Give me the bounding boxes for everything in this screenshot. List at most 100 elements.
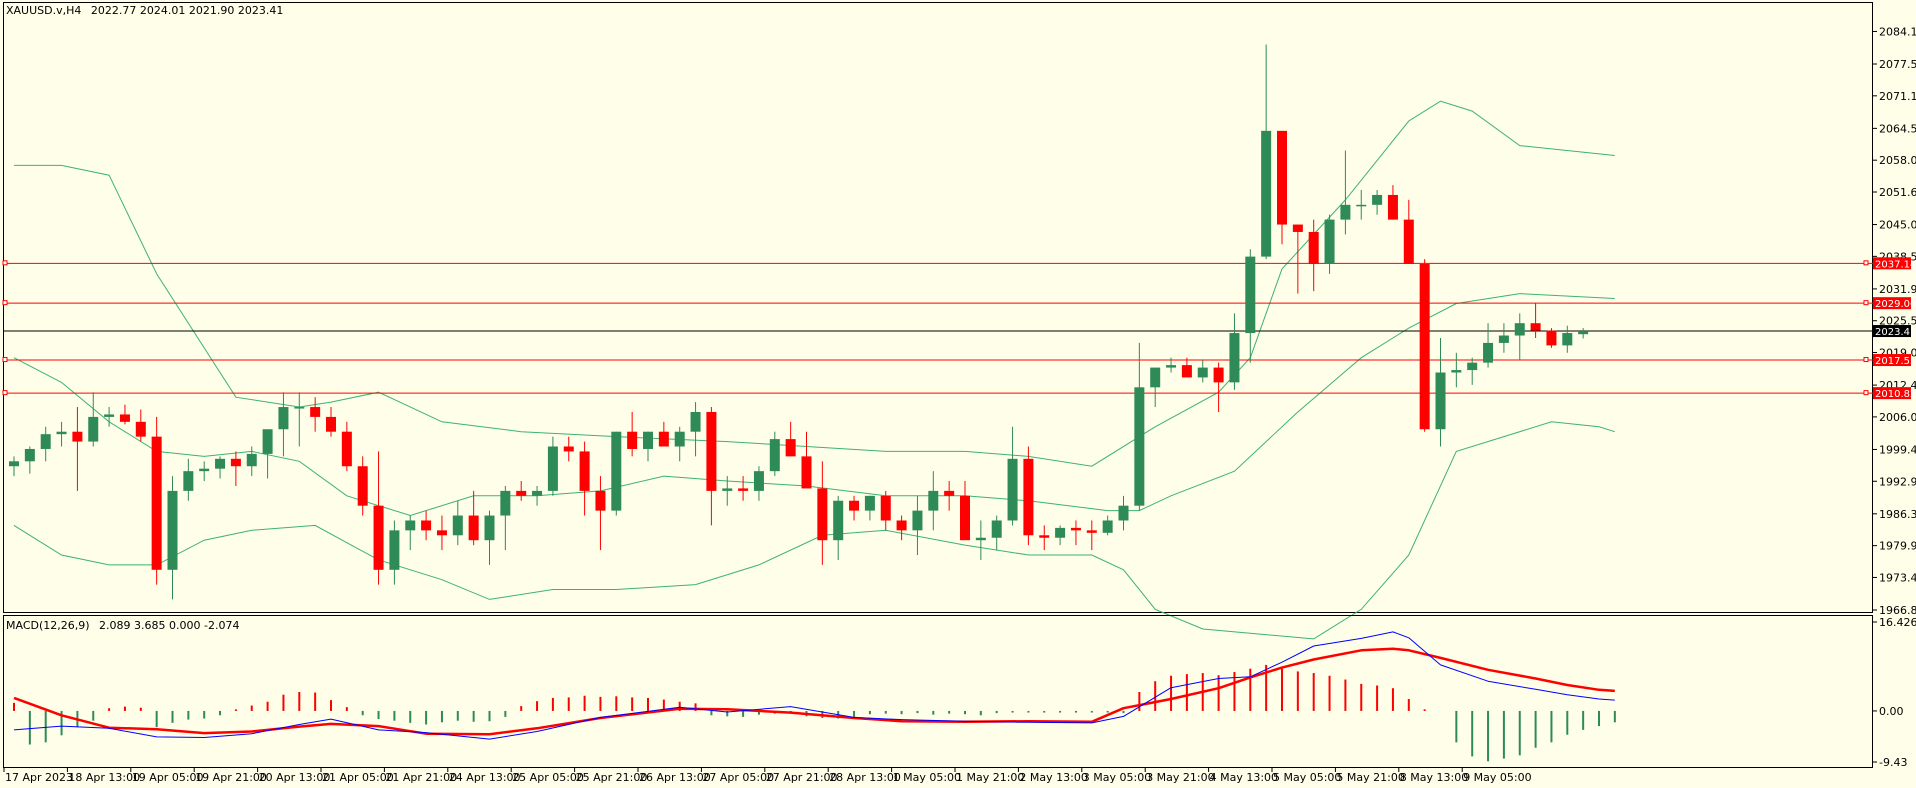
level-price-tag — [1873, 387, 1911, 400]
bear-candle — [468, 515, 479, 541]
bull-candle — [167, 490, 178, 570]
horizontal-levels[interactable] — [2, 260, 1873, 396]
macd-tick-label: -9.43 — [1879, 756, 1907, 769]
bear-candle — [738, 488, 749, 491]
price-axis[interactable]: 2084.15 2077.55 2071.10 2064.50 2058.05 2051.… — [1873, 25, 1916, 617]
bull-candle — [611, 431, 622, 511]
price-tag-label: 2037.14 — [1875, 259, 1916, 270]
time-tick-label: 2 May 13:00 — [1019, 771, 1087, 784]
bull-candle — [1261, 130, 1272, 257]
bear-candle — [310, 407, 321, 417]
price-tick-label: 1986.35 — [1879, 508, 1916, 521]
time-tick-label: 21 Apr 05:00 — [322, 771, 394, 784]
candles — [9, 44, 1589, 600]
ohlc-values: 2022.77 2024.01 2021.90 2023.41 — [91, 4, 283, 17]
bull-candle — [991, 520, 1002, 538]
bull-candle — [500, 490, 511, 516]
bull-candle — [1197, 367, 1208, 378]
price-tick-label: 2084.15 — [1879, 25, 1916, 38]
bear-candle — [151, 436, 162, 570]
bear-candle — [1292, 224, 1303, 232]
macd-axis: 16.426 0.00 -9.43 — [1873, 616, 1916, 769]
level-handle-left — [2, 260, 8, 266]
bear-candle — [706, 411, 717, 491]
bull-candle — [1245, 256, 1256, 334]
time-tick-label: 5 May 21:00 — [1336, 771, 1404, 784]
time-tick-label: 19 Apr 05:00 — [132, 771, 204, 784]
bull-candle — [246, 453, 257, 467]
bull-candle — [1578, 331, 1589, 335]
bull-candle — [104, 414, 115, 417]
bear-candle — [1039, 535, 1050, 538]
bull-candle — [24, 448, 35, 462]
bollinger-middle — [13, 293, 1615, 517]
macd-histogram — [13, 664, 1616, 762]
bull-candle — [1483, 342, 1494, 363]
bull-candle — [262, 429, 273, 454]
bull-candle — [1435, 372, 1446, 430]
bear-candle — [119, 414, 130, 422]
bear-candle — [1308, 231, 1319, 265]
bull-candle — [40, 434, 51, 449]
bull-candle — [1150, 367, 1161, 388]
bull-candle — [912, 510, 923, 531]
price-tag-label: 2029.06 — [1875, 299, 1916, 310]
time-tick-label: 25 Apr 21:00 — [576, 771, 648, 784]
bear-candle — [563, 446, 574, 452]
level-handle-right — [1863, 260, 1869, 266]
macd-values: 2.089 3.685 0.000 -2.074 — [99, 619, 239, 632]
bull-candle — [278, 407, 289, 430]
bear-candle — [516, 490, 527, 496]
bull-candle — [864, 495, 875, 511]
bear-candle — [1403, 219, 1414, 265]
bear-candle — [436, 530, 447, 536]
level-handle-left — [2, 300, 8, 306]
bull-candle — [833, 500, 844, 541]
price-tag-label: 2010.82 — [1875, 389, 1916, 400]
price-tick-label: 2031.95 — [1879, 283, 1916, 296]
bid-price-tag — [1873, 325, 1911, 338]
bull-candle — [1118, 505, 1129, 521]
bull-candle — [88, 416, 99, 442]
bear-candle — [658, 431, 669, 447]
bear-candle — [627, 431, 638, 449]
bear-candle — [72, 431, 83, 442]
main-pane-border — [3, 2, 1873, 613]
price-tick-label: 2051.60 — [1879, 186, 1916, 199]
bear-candle — [1086, 530, 1097, 533]
bull-candle — [56, 431, 67, 435]
bull-candle — [1372, 194, 1383, 205]
time-tick-label: 17 Apr 2023 — [5, 771, 73, 784]
bull-candle — [753, 471, 764, 491]
bull-candle — [722, 488, 733, 491]
macd-lines — [13, 631, 1615, 740]
macd-pane-border — [3, 615, 1873, 768]
bear-candle — [421, 520, 432, 531]
bull-candle — [1498, 335, 1509, 343]
bear-candle — [960, 495, 970, 541]
bull-candle — [532, 490, 543, 496]
bear-candle — [896, 520, 907, 531]
bull-candle — [389, 530, 400, 570]
main-pane[interactable]: XAUUSD.v,H4 2022.77 2024.01 2021.90 2023… — [2, 2, 1873, 640]
bull-candle — [674, 431, 685, 447]
bull-candle — [1055, 527, 1066, 538]
time-tick-label: 1 May 21:00 — [956, 771, 1024, 784]
price-tick-label: 1973.45 — [1879, 571, 1916, 584]
time-tick-label: 24 Apr 13:00 — [449, 771, 521, 784]
bull-candle — [769, 439, 780, 472]
level-price-tag — [1873, 297, 1911, 310]
bull-candle — [1467, 362, 1478, 371]
bull-candle — [294, 407, 305, 409]
bear-candle — [880, 495, 891, 521]
bear-candle — [230, 458, 241, 467]
bear-candle — [1546, 330, 1557, 346]
bull-candle — [1166, 365, 1177, 368]
macd-pane[interactable]: MACD(12,26,9) 2.089 3.685 0.000 -2.074 — [3, 615, 1873, 768]
time-tick-label: 27 Apr 21:00 — [766, 771, 838, 784]
bull-candle — [1324, 219, 1335, 265]
level-handle-left — [2, 390, 8, 396]
bull-candle — [643, 431, 653, 449]
